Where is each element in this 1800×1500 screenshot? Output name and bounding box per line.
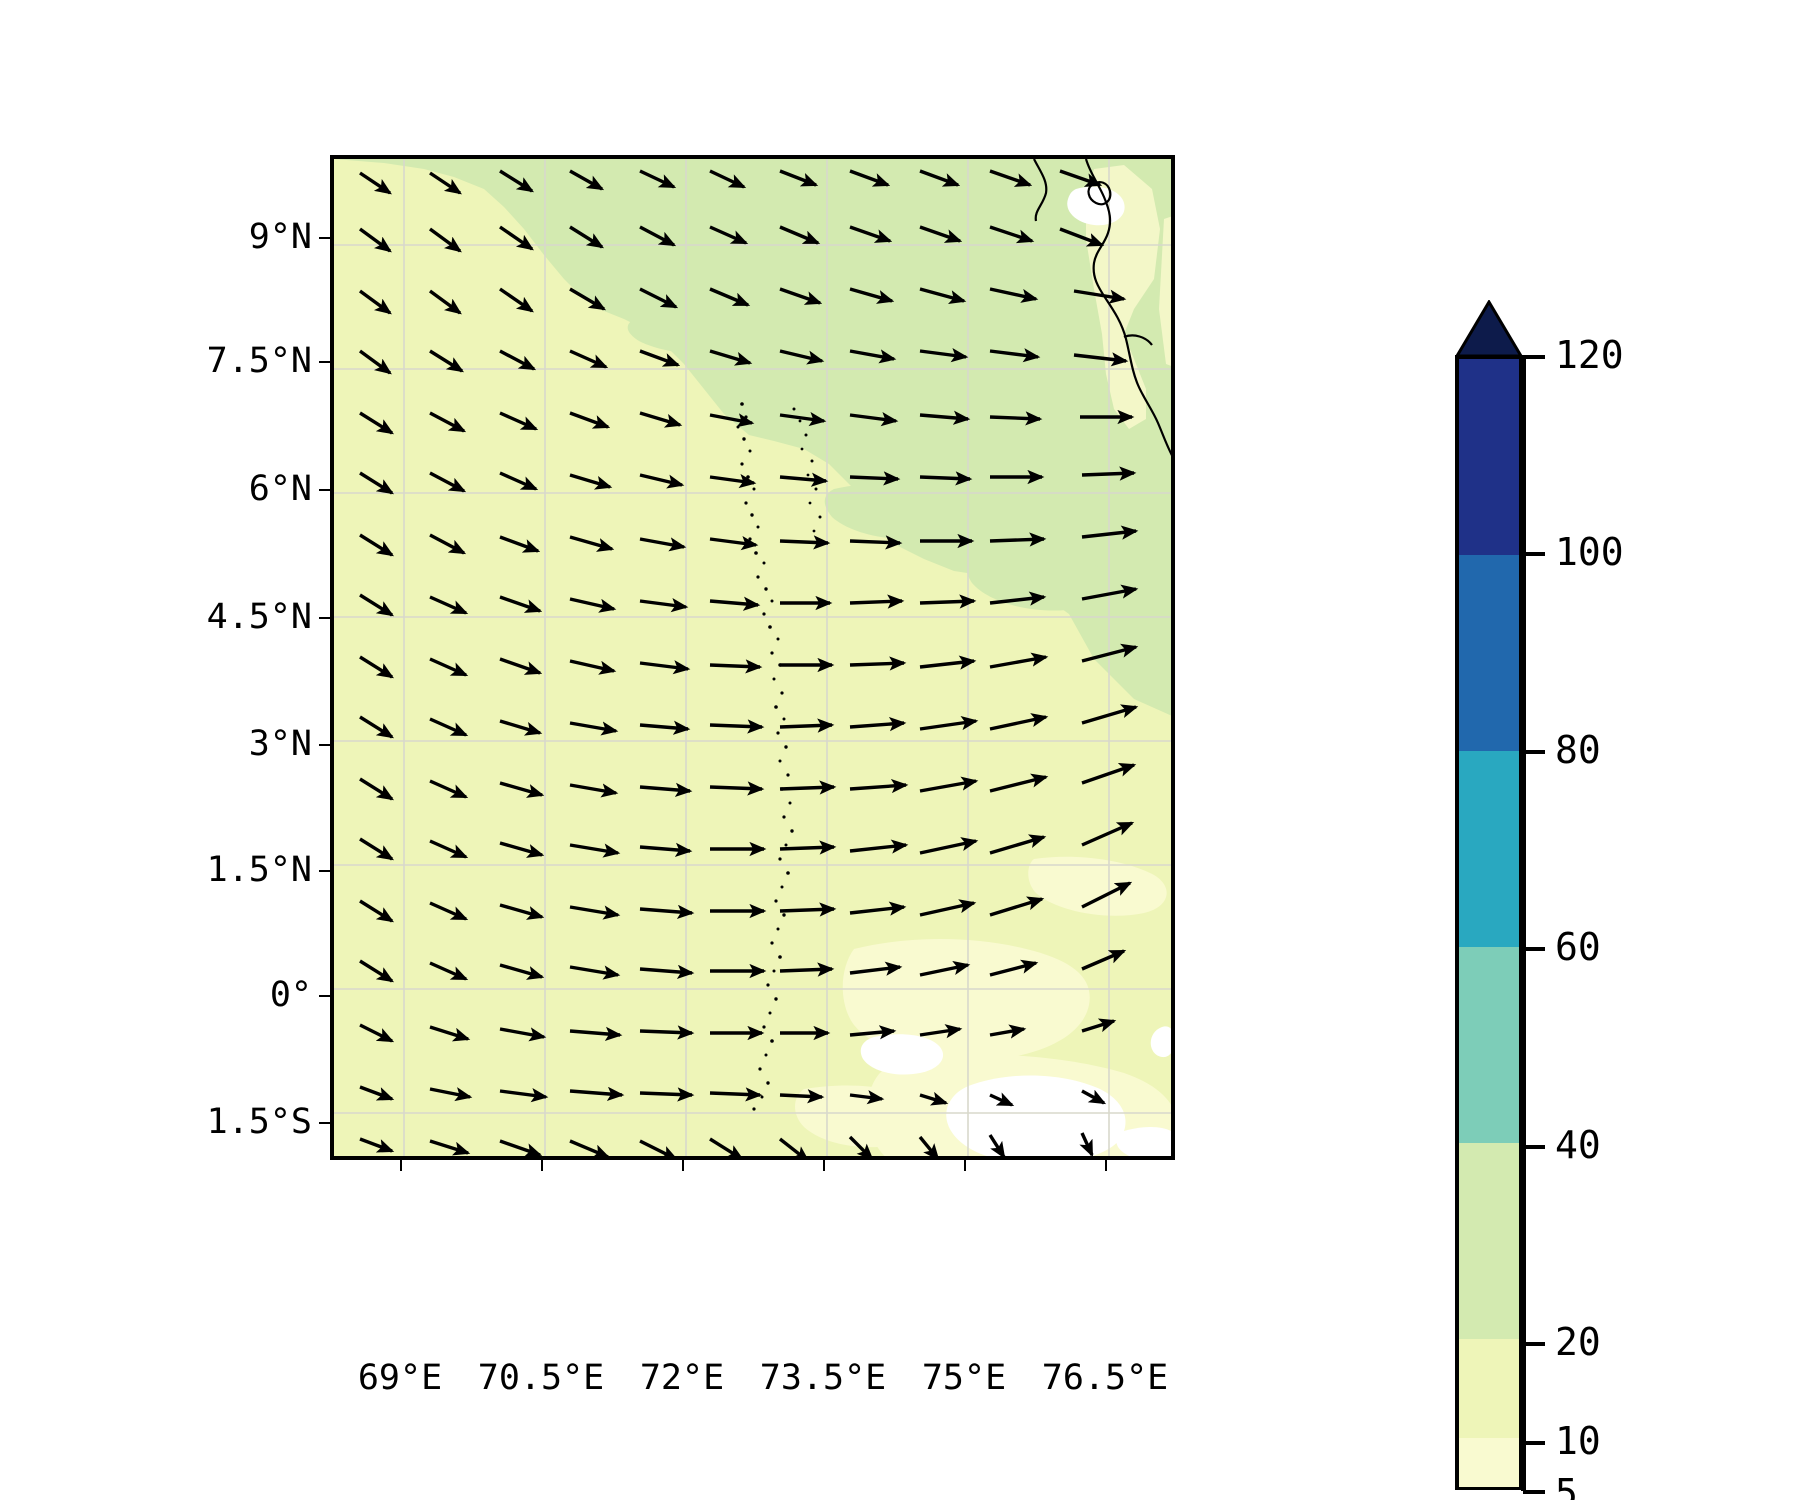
x-tick-mark bbox=[964, 1160, 966, 1171]
x-tick-mark bbox=[400, 1160, 402, 1171]
colorbar-axis-spine bbox=[1521, 355, 1526, 1491]
y-tick-mark bbox=[319, 361, 330, 363]
windspeed-contour-field bbox=[334, 159, 1171, 1156]
colorbar-label-120: 120 bbox=[1555, 333, 1624, 377]
colorbar-label-60: 60 bbox=[1555, 925, 1601, 969]
colorbar-tick bbox=[1523, 1145, 1545, 1149]
colorbar-segment-80-100 bbox=[1459, 554, 1519, 751]
colorbar-label-80: 80 bbox=[1555, 728, 1601, 772]
x-tick-label-73p5E: 73.5°E bbox=[759, 1358, 887, 1398]
colorbar-segment-100-120 bbox=[1459, 359, 1519, 555]
y-tick-mark bbox=[319, 237, 330, 239]
colorbar-segment-40-60 bbox=[1459, 946, 1519, 1143]
colorbar-tick bbox=[1523, 947, 1545, 951]
y-tick-mark bbox=[319, 617, 330, 619]
colorbar[interactable]: 120 100 80 60 40 20 10 5 bbox=[1455, 150, 1785, 1500]
y-tick-label-7p5N: 7.5°N bbox=[206, 341, 312, 381]
y-tick-label-1p5S: 1.5°S bbox=[206, 1102, 312, 1142]
colorbar-extend-max-arrow bbox=[1455, 300, 1523, 358]
x-tick-label-70p5E: 70.5°E bbox=[477, 1358, 605, 1398]
map-axes[interactable] bbox=[330, 155, 1175, 1160]
colorbar-gradient bbox=[1455, 355, 1523, 1490]
x-tick-label-76p5E: 76.5°E bbox=[1041, 1358, 1169, 1398]
y-tick-mark bbox=[319, 995, 330, 997]
colorbar-label-20: 20 bbox=[1555, 1320, 1601, 1364]
colorbar-label-40: 40 bbox=[1555, 1123, 1601, 1167]
colorbar-tick bbox=[1523, 750, 1545, 754]
colorbar-segment-20-40 bbox=[1459, 1142, 1519, 1339]
colorbar-label-100: 100 bbox=[1555, 530, 1624, 574]
x-tick-label-69E: 69°E bbox=[357, 1358, 443, 1398]
y-tick-mark bbox=[319, 744, 330, 746]
x-tick-mark bbox=[541, 1160, 543, 1171]
x-tick-label-72E: 72°E bbox=[639, 1358, 725, 1398]
y-tick-label-6N: 6°N bbox=[248, 469, 312, 509]
colorbar-tick bbox=[1523, 1342, 1545, 1346]
colorbar-segment-10-20 bbox=[1459, 1339, 1519, 1438]
y-tick-label-1p5N: 1.5°N bbox=[206, 850, 312, 890]
colorbar-tick bbox=[1523, 1490, 1545, 1494]
colorbar-label-5: 5 bbox=[1555, 1471, 1578, 1500]
y-tick-label-3N: 3°N bbox=[248, 724, 312, 764]
x-tick-mark bbox=[1105, 1160, 1107, 1171]
y-tick-mark bbox=[319, 870, 330, 872]
colorbar-tick bbox=[1523, 1441, 1545, 1445]
y-tick-label-4p5N: 4.5°N bbox=[206, 597, 312, 637]
colorbar-label-10: 10 bbox=[1555, 1419, 1601, 1463]
x-tick-mark bbox=[823, 1160, 825, 1171]
x-tick-label-75E: 75°E bbox=[921, 1358, 1007, 1398]
x-tick-mark bbox=[682, 1160, 684, 1171]
colorbar-segment-60-80 bbox=[1459, 750, 1519, 947]
y-tick-mark bbox=[319, 1122, 330, 1124]
y-tick-label-0: 0° bbox=[269, 975, 312, 1015]
y-tick-label-9N: 9°N bbox=[248, 217, 312, 257]
colorbar-segment-5-10 bbox=[1459, 1437, 1519, 1488]
colorbar-tick bbox=[1523, 355, 1545, 359]
colorbar-tick bbox=[1523, 552, 1545, 556]
y-tick-mark bbox=[319, 489, 330, 491]
map-field bbox=[334, 159, 1171, 1156]
